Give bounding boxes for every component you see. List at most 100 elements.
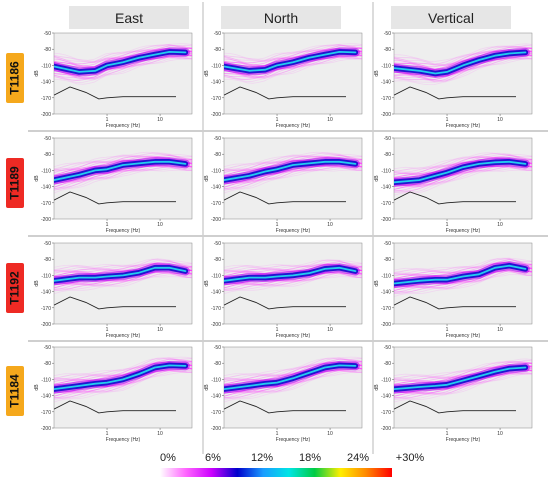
x-axis-label: Frequency (Hz) [446,333,481,339]
psd-trace [394,54,532,80]
psd-trace [224,358,362,380]
psd-trace [54,270,192,289]
psd-panel-t1189-east: -50 -80 -110 -140 -170 -200 1 10 Frequency (Hz) d… [34,136,193,234]
psd-trace [224,45,362,64]
mode-line [224,364,357,390]
low-noise-model-line [394,400,516,414]
psd-trace [394,372,532,399]
psd-trace [54,272,192,289]
psd-trace [394,54,532,81]
psd-trace [224,358,362,381]
mode-line [224,51,357,72]
psd-trace [394,46,532,67]
y-axis-label: dB [34,384,40,391]
y-tick-label: -140 [211,394,221,400]
x-tick-label: 10 [327,117,333,123]
y-tick-label: -50 [384,31,391,37]
psd-trace [394,373,532,400]
y-axis-label: dB [374,280,380,287]
psd-trace [224,56,362,80]
psd-trace [394,165,532,190]
mode-line [394,51,527,75]
psd-trace [394,165,532,192]
y-axis-label: dB [204,175,210,182]
mode-line [224,160,357,181]
psd-trace [394,369,532,397]
y-tick-label: -200 [211,322,221,328]
low-noise-model-line [224,86,346,100]
colorbar-tick-label: 18% [298,452,322,464]
psd-panel-t1184-east: -50 -80 -110 -140 -170 -200 1 10 Frequency (Hz) d… [34,345,193,443]
mode-line [394,366,527,390]
y-axis-label: dB [204,384,210,391]
x-axis-label: Frequency (Hz) [276,437,311,443]
column-separator [372,2,374,454]
psd-trace [54,358,192,381]
psd-trace [54,56,192,80]
psd-trace [54,358,192,379]
x-tick-label: 10 [327,431,333,437]
psd-distribution [394,152,532,205]
psd-trace [394,361,532,380]
y-tick-label: -200 [41,217,51,223]
y-tick-label: -50 [44,241,51,247]
psd-trace [394,152,532,172]
psd-trace [224,367,362,397]
psd-trace [224,369,362,399]
y-tick-label: -80 [384,47,391,53]
x-tick-label: 1 [276,327,279,333]
low-noise-model-line [54,191,176,205]
y-tick-label: -110 [41,63,51,69]
low-noise-model-line [394,191,516,205]
psd-trace [54,371,192,400]
y-tick-label: -110 [211,377,221,383]
y-tick-label: -200 [41,426,51,432]
psd-trace [224,44,362,61]
x-tick-label: 10 [497,117,503,123]
psd-trace [224,272,362,290]
x-tick-label: 10 [157,431,163,437]
psd-trace [54,169,192,194]
y-tick-label: -80 [384,361,391,367]
psd-trace [54,259,192,272]
psd-trace [54,44,192,62]
x-tick-label: 10 [327,327,333,333]
psd-trace [54,272,192,291]
psd-trace [394,155,532,174]
y-tick-label: -50 [214,136,221,142]
psd-distribution [54,258,192,310]
psd-trace [394,167,532,193]
x-tick-label: 1 [106,431,109,437]
x-tick-label: 10 [497,431,503,437]
y-axis-label: dB [204,280,210,287]
psd-trace [394,258,532,274]
mode-line [54,51,187,73]
y-tick-label: -110 [41,273,51,279]
x-tick-label: 1 [276,431,279,437]
y-tick-label: -140 [381,80,391,86]
psd-trace [394,270,532,293]
y-tick-label: -80 [44,152,51,158]
y-tick-label: -140 [381,394,391,400]
y-tick-label: -50 [384,345,391,351]
mode-line [54,364,187,390]
x-tick-label: 1 [106,222,109,228]
y-tick-label: -80 [44,257,51,263]
y-tick-label: -170 [381,306,391,312]
plot-area [53,242,193,325]
psd-trace [394,166,532,190]
y-tick-label: -170 [211,96,221,102]
psd-trace [224,259,362,268]
psd-panel-t1192-vertical: -50 -80 -110 -140 -170 -200 1 10 Frequency (Hz) d… [374,241,533,339]
plot-area [223,242,363,325]
psd-distribution [54,43,192,100]
psd-trace [224,44,362,62]
colorbar-tick-label: 6% [205,452,221,464]
psd-trace [224,56,362,78]
psd-trace [394,169,532,196]
psd-trace [54,155,192,172]
y-axis-label: dB [204,70,210,77]
low-noise-model-line [224,400,346,414]
y-tick-label: -200 [211,112,221,118]
psd-trace [394,43,532,63]
